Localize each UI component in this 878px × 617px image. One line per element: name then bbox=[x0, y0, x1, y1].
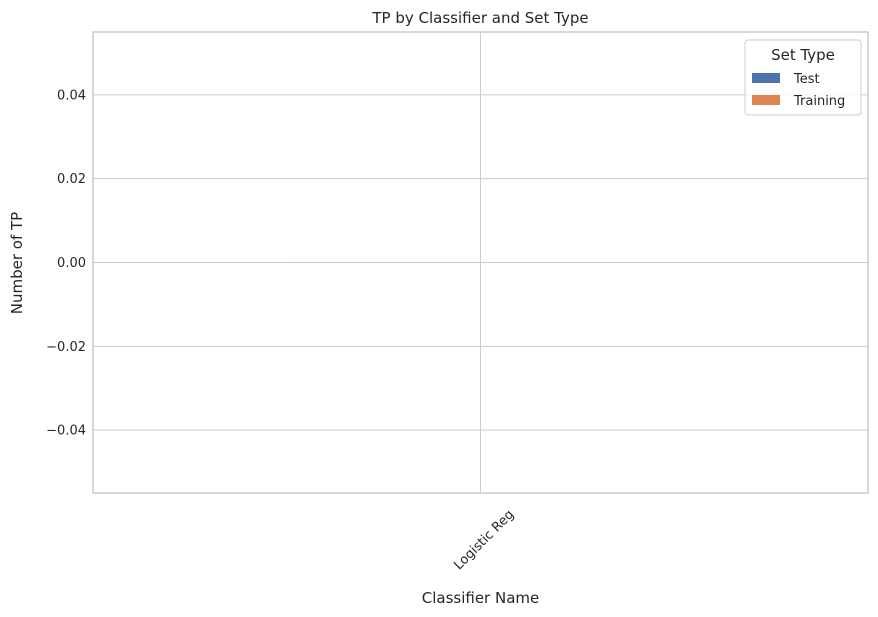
y-tick-label: −0.02 bbox=[46, 340, 86, 355]
grid bbox=[93, 32, 868, 493]
y-tick-label: 0.02 bbox=[57, 172, 86, 187]
y-tick-label: 0.00 bbox=[57, 256, 86, 271]
x-axis-label: Classifier Name bbox=[422, 589, 540, 607]
chart-title: TP by Classifier and Set Type bbox=[371, 9, 588, 27]
legend-label-test: Test bbox=[793, 72, 820, 87]
y-tick-label: 0.04 bbox=[57, 88, 86, 103]
y-axis-label: Number of TP bbox=[8, 212, 26, 314]
legend-label-training: Training bbox=[793, 94, 845, 109]
legend-items: Test Training bbox=[752, 72, 845, 109]
legend: Set Type Test Training bbox=[744, 39, 862, 116]
bar-test bbox=[286, 262, 481, 264]
y-tick-label: −0.04 bbox=[46, 424, 86, 439]
legend-swatch-test bbox=[752, 73, 780, 83]
bar-training bbox=[480, 262, 675, 264]
legend-title: Set Type bbox=[771, 46, 835, 64]
bars bbox=[286, 262, 675, 264]
plot-frame bbox=[92, 31, 869, 494]
y-axis-ticks: −0.04 −0.02 0.00 0.02 0.04 bbox=[46, 88, 86, 438]
legend-swatch-training bbox=[752, 95, 780, 105]
